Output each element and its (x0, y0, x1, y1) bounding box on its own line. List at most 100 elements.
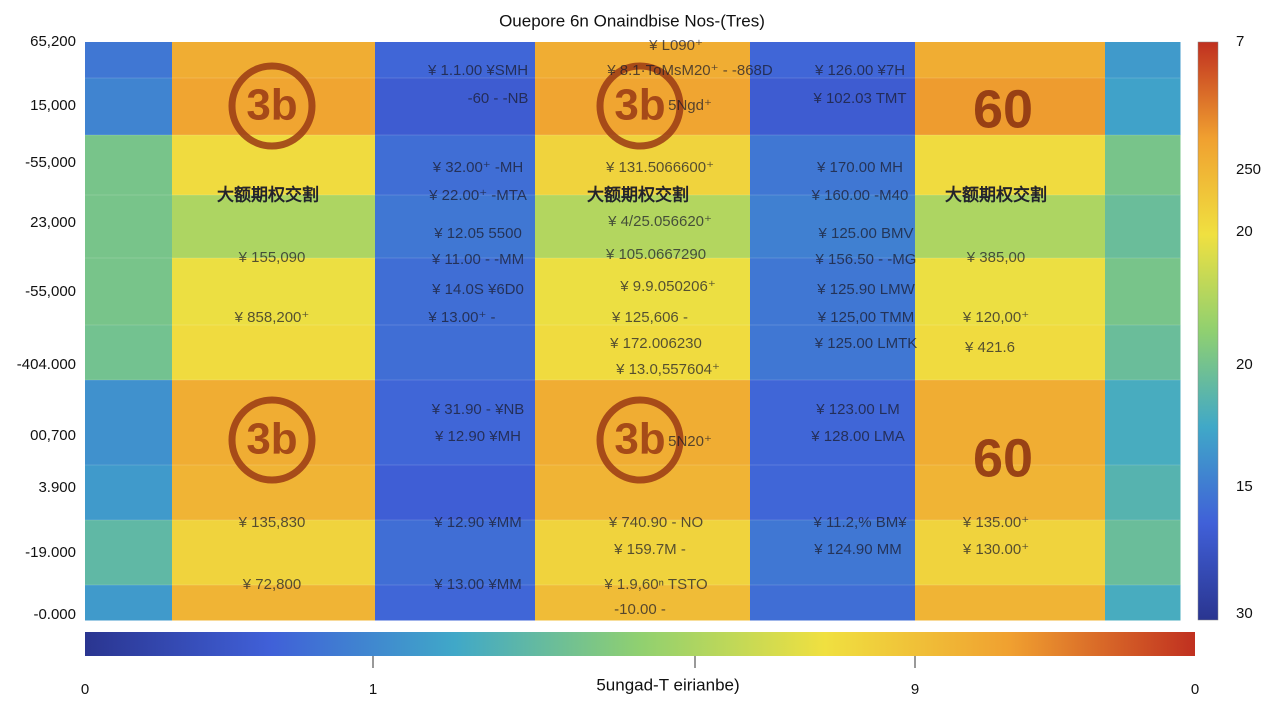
annotation: ¥ 385,00 (966, 249, 1025, 266)
heatmap-cell (915, 135, 1106, 196)
heatmap-cell (750, 380, 916, 466)
logo: 3b (246, 81, 297, 130)
heatmap-cell (535, 325, 751, 381)
annotation: ¥ 12.05 5500 (433, 225, 522, 242)
colorbar-label: 250 (1236, 161, 1261, 178)
annotation: ¥ 13.00⁺ - (427, 309, 495, 326)
annotation: ¥ 12.90 ¥MM (433, 514, 522, 531)
heatmap-cell (915, 258, 1106, 326)
heatmap-cell (535, 195, 751, 259)
heatmap-cell (915, 325, 1106, 381)
heatmap-cell (1105, 585, 1181, 621)
annotation: ¥ 102.03 TMT (812, 90, 906, 107)
heatmap-cell (85, 585, 173, 621)
x-axis-label: 5ungad-T eirianbe) (596, 675, 739, 694)
heatmap-cell (1105, 42, 1181, 79)
annotation: ¥ 155,090 (238, 249, 306, 266)
chart-title: Ouepore 6n Onaindbise Nos-(Tres) (499, 11, 765, 30)
heatmap-cell (1105, 520, 1181, 586)
y-tick-label: 3.900 (38, 479, 76, 496)
annotation: ¥ 12.90 ¥MH (434, 428, 521, 445)
y-tick-label: 23,000 (30, 214, 76, 231)
heatmap-cell (915, 465, 1106, 521)
heatmap-cell (1105, 195, 1181, 259)
y-tick-label: -55,000 (25, 283, 76, 300)
heatmap-cell (1105, 78, 1181, 136)
heatmap-cell (172, 380, 376, 466)
colorbar (1197, 41, 1219, 621)
heatmap-cell (750, 78, 916, 136)
heatmap-cell (535, 258, 751, 326)
annotation: ¥ 159.7M - (613, 541, 686, 558)
heatmap-cell (85, 380, 173, 466)
annotation: ¥ 14.0S ¥6D0 (431, 281, 524, 298)
heatmap-cell (172, 585, 376, 621)
annotation: ¥ 1.1.00 ¥SMH (427, 62, 528, 79)
annotation: -60 - -NB (468, 90, 529, 107)
annotation: ¥ 11.00 - -MM (431, 251, 524, 268)
heatmap-cell (85, 465, 173, 521)
heatmap-cell (375, 465, 536, 521)
badge: 60 (973, 428, 1033, 488)
y-tick-label: 15,000 (30, 97, 76, 114)
annotation: ¥ 105.0667290 (605, 246, 706, 263)
logo-ring (596, 62, 684, 150)
heatmap-cell (750, 585, 916, 621)
y-tick-label: -19.000 (25, 544, 76, 561)
annotation: 大额期权交割 (945, 184, 1047, 204)
annotation: ¥ 170.00 MH (816, 159, 903, 176)
annotation: ¥ 13.00 ¥MM (433, 576, 522, 593)
heatmap-cell (172, 195, 376, 259)
annotation: ¥ 125.90 LMW (816, 281, 915, 298)
heatmap-cell (172, 42, 376, 79)
annotation: ¥ 32.00⁺ -MH (432, 159, 523, 176)
bottom-colorbar-label: 9 (911, 681, 919, 698)
heatmap-cell (1105, 325, 1181, 381)
heatmap-cell (535, 520, 751, 586)
heatmap-cell (915, 380, 1106, 466)
heatmap-cell (1105, 258, 1181, 326)
colorbar-label: 30 (1236, 605, 1253, 622)
heatmap-cell (750, 465, 916, 521)
heatmap-cell (750, 325, 916, 381)
heatmap-cell (172, 258, 376, 326)
heatmap-cell (375, 258, 536, 326)
annotation: ¥ 740.90 - NO (608, 514, 703, 531)
logo: 3b (246, 415, 297, 464)
annotation: ¥ 4/25.056620⁺ (607, 213, 712, 230)
heatmap-cell (1105, 380, 1181, 466)
annotation: ¥ 125.00 BMV (817, 225, 913, 242)
annotation: 5Ngd⁺ (668, 97, 712, 114)
annotation: 大额期权交割 (587, 184, 689, 204)
logo-ring (228, 396, 316, 484)
heatmap-cell (375, 135, 536, 196)
heatmap-cell (85, 258, 173, 326)
heatmap-cell (375, 520, 536, 586)
heatmap-cell (750, 258, 916, 326)
heatmap-cell (85, 78, 173, 136)
logo-ring (228, 62, 316, 150)
heatmap-cells (85, 42, 1181, 621)
heatmap-cell (535, 465, 751, 521)
heatmap-cell (535, 78, 751, 136)
heatmap-cell (172, 465, 376, 521)
annotation: ¥ 120,00⁺ (962, 309, 1029, 326)
annotation: ¥ 128.00 LMA (810, 428, 904, 445)
annotation: ¥ 8.1·ToMsM20⁺ - -868D (606, 62, 773, 79)
heatmap-cell (85, 195, 173, 259)
heatmap-cell (85, 520, 173, 586)
heatmap-cell (85, 135, 173, 196)
heatmap-cell (915, 78, 1106, 136)
annotation: ¥ L090⁺ (648, 37, 703, 54)
bottom-colorbar-label: 1 (369, 681, 377, 698)
annotation: ¥ 13.0,557604⁺ (615, 361, 720, 378)
colorbar-label: 7 (1236, 33, 1244, 50)
heatmap-cell (915, 42, 1106, 79)
heatmap-cell (375, 380, 536, 466)
heatmap-cell (915, 195, 1106, 259)
annotation: ¥ 31.90 - ¥NB (431, 401, 525, 418)
annotation: ¥ 156.50 - -MG (815, 251, 917, 268)
heatmap-cell (375, 195, 536, 259)
annotation: ¥ 421.6 (964, 339, 1015, 356)
